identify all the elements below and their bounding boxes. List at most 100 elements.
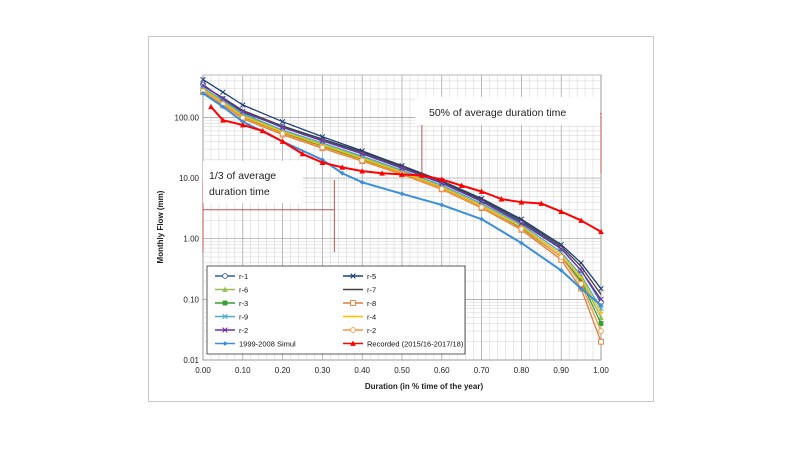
legend-label: Recorded (2015/16-2017/18) bbox=[367, 340, 464, 349]
legend-entry: r-7 bbox=[343, 286, 376, 295]
data-point bbox=[558, 268, 564, 273]
legend-marker bbox=[222, 327, 228, 333]
legend-label: r-2 bbox=[367, 326, 376, 335]
annotation-box-50pct bbox=[415, 97, 600, 125]
data-point bbox=[598, 328, 604, 334]
data-point bbox=[359, 179, 365, 185]
annotation-box-third bbox=[203, 161, 303, 203]
data-point bbox=[478, 198, 485, 205]
data-point bbox=[240, 108, 246, 115]
x-tick-label: 0.60 bbox=[434, 366, 450, 375]
legend-entry: Recorded (2015/16-2017/18) bbox=[343, 340, 464, 349]
data-point bbox=[399, 165, 405, 172]
data-point bbox=[518, 199, 525, 205]
x-tick-label: 0.40 bbox=[354, 366, 370, 375]
legend-label: r-2 bbox=[239, 326, 248, 335]
data-point bbox=[578, 267, 584, 274]
data-point bbox=[598, 302, 604, 308]
data-point bbox=[598, 338, 604, 345]
data-point bbox=[518, 220, 525, 226]
data-point bbox=[479, 216, 484, 222]
data-point bbox=[200, 82, 206, 88]
legend-entry: r-6 bbox=[215, 286, 248, 295]
data-point bbox=[538, 200, 545, 206]
data-point bbox=[518, 226, 525, 232]
legend-entry: r-3 bbox=[215, 299, 248, 308]
data-point bbox=[220, 117, 226, 123]
data-point bbox=[279, 124, 286, 131]
data-point bbox=[578, 217, 584, 223]
legend-entry: 1999-2008 Simul bbox=[215, 340, 296, 349]
legend-marker bbox=[222, 300, 228, 306]
data-point bbox=[558, 241, 564, 248]
data-point bbox=[399, 171, 405, 177]
annotation-third-line1: 1/3 of average bbox=[209, 170, 276, 182]
data-point bbox=[419, 172, 425, 178]
data-point bbox=[339, 164, 346, 170]
data-point bbox=[598, 285, 604, 292]
legend-marker bbox=[350, 300, 356, 306]
data-point bbox=[439, 176, 445, 182]
legend-marker bbox=[222, 341, 228, 346]
data-point bbox=[359, 157, 366, 164]
data-point bbox=[279, 130, 286, 137]
x-tick-label: 0.10 bbox=[235, 366, 251, 375]
legend-entry: r-2 bbox=[343, 326, 376, 335]
flow-duration-chart: 50% of average duration time 1/3 of avera… bbox=[156, 74, 610, 391]
annotation-third-line2: duration time bbox=[209, 186, 270, 198]
data-point bbox=[438, 186, 445, 192]
data-point bbox=[240, 119, 246, 125]
series-r-7 bbox=[202, 85, 602, 295]
legend-marker bbox=[222, 286, 228, 292]
data-point bbox=[598, 321, 604, 326]
legend-entry: r-2 bbox=[215, 326, 248, 335]
y-tick-label: 10.00 bbox=[179, 174, 200, 183]
data-point bbox=[319, 144, 326, 151]
data-point bbox=[359, 168, 365, 174]
legend-entry: r-5 bbox=[343, 272, 376, 281]
y-tick-label: 0.10 bbox=[183, 295, 199, 304]
data-point bbox=[478, 188, 485, 194]
legend-label: r-3 bbox=[239, 299, 248, 308]
legend-entry: r-8 bbox=[343, 299, 376, 308]
legend-label: r-5 bbox=[367, 272, 376, 281]
legend-label: r-8 bbox=[367, 299, 376, 308]
legend-marker bbox=[222, 313, 228, 320]
data-point bbox=[220, 104, 226, 110]
data-point bbox=[439, 202, 445, 208]
data-point bbox=[578, 286, 584, 292]
y-tick-label: 100.00 bbox=[175, 113, 200, 122]
data-point bbox=[259, 127, 266, 134]
chart-frame: 50% of average duration time 1/3 of avera… bbox=[148, 36, 654, 402]
data-point bbox=[319, 159, 326, 165]
annotation-50pct: 50% of average duration time bbox=[429, 107, 566, 119]
annotation-layer: 50% of average duration time 1/3 of avera… bbox=[202, 97, 602, 253]
data-point bbox=[299, 150, 306, 157]
x-tick-label: 1.00 bbox=[593, 366, 609, 375]
data-point bbox=[598, 228, 604, 235]
data-point bbox=[200, 76, 206, 83]
x-tick-label: 0.30 bbox=[315, 366, 331, 375]
data-point bbox=[359, 151, 365, 157]
data-point bbox=[578, 281, 584, 287]
y-tick-label: 0.01 bbox=[183, 356, 199, 365]
legend-label: r-7 bbox=[367, 286, 376, 295]
y-tick-label: 1.00 bbox=[183, 235, 199, 244]
legend-entry: r-4 bbox=[343, 313, 376, 322]
data-point bbox=[279, 118, 286, 125]
axis-layer: 0.00 0.10 0.20 0.30 0.40 0.50 0.60 0.70 0.80 0.90… bbox=[175, 113, 610, 375]
data-point bbox=[558, 208, 564, 214]
legend-label: r-9 bbox=[239, 313, 248, 322]
series-line bbox=[202, 85, 602, 295]
data-point bbox=[458, 182, 465, 189]
series-layer bbox=[200, 76, 604, 345]
legend-label: r-1 bbox=[239, 272, 248, 281]
legend-marker bbox=[350, 327, 356, 333]
legend-entry: r-9 bbox=[215, 313, 248, 322]
series-r-2 bbox=[200, 82, 604, 303]
legend-entry: r-1 bbox=[215, 272, 248, 281]
data-point bbox=[598, 296, 604, 303]
x-axis-title: Duration (in % time of the year) bbox=[365, 382, 484, 391]
data-point bbox=[240, 121, 246, 128]
x-tick-label: 0.70 bbox=[474, 366, 490, 375]
